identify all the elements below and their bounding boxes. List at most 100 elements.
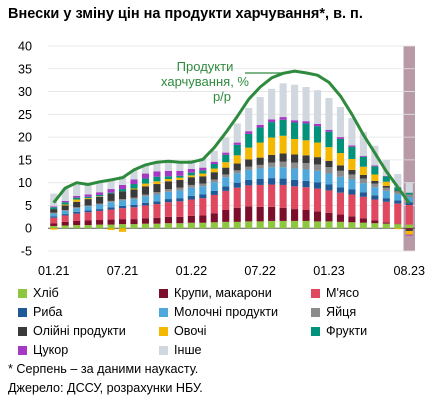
bar-segment (141, 186, 150, 195)
x-tick-label: 01.22 (176, 264, 208, 278)
bar-segment (256, 127, 264, 143)
bar-segment (336, 170, 345, 177)
bar-segment (50, 209, 58, 213)
bar-segment (313, 182, 322, 189)
bar-segment (336, 187, 345, 193)
bar-segment (107, 224, 115, 229)
y-tick-label: 30 (18, 85, 32, 99)
legend-item: М'ясо (311, 286, 359, 300)
legend-label: М'ясо (326, 286, 360, 300)
bar-segment (199, 183, 207, 187)
bar-segment (107, 228, 115, 231)
bar-segment (382, 159, 390, 176)
legend-label: Олійні продукти (33, 324, 126, 338)
bar-segment (302, 169, 310, 181)
bar-segment (348, 179, 356, 190)
bar-segment (176, 161, 184, 171)
bar-segment (245, 166, 253, 170)
bar-segment (291, 154, 299, 163)
bar-segment (382, 222, 390, 224)
bar-segment (325, 184, 333, 191)
bar-segment (107, 200, 115, 203)
bar-segment (325, 173, 333, 185)
bar-segment (210, 161, 218, 164)
bar-segment (382, 175, 390, 177)
bar-segment (291, 138, 299, 155)
bar-segment (210, 222, 218, 229)
bar-segment (199, 176, 207, 184)
bar-segment (130, 179, 138, 185)
bar-segment (153, 194, 161, 202)
bar-segment (176, 179, 184, 188)
bar-segment (84, 225, 92, 229)
bar-segment (61, 204, 69, 206)
bar-segment (210, 168, 218, 173)
bar-segment (118, 175, 127, 185)
bar-segment (268, 220, 276, 229)
legend-swatch (159, 326, 168, 336)
bar-segment (394, 228, 402, 230)
bar-segment (84, 184, 92, 195)
bar-segment (176, 170, 184, 176)
bar-segment (153, 181, 161, 185)
bar-segment (256, 179, 264, 185)
bar-segment (313, 188, 322, 212)
bar-segment (348, 194, 356, 217)
bar-segment (176, 201, 184, 217)
bar-segment (130, 204, 138, 208)
bar-segment (210, 213, 218, 223)
legend-swatch (311, 288, 320, 298)
bar-segment (268, 167, 276, 179)
bar-segment (233, 173, 241, 183)
bar-segment (268, 88, 276, 120)
bar-segment (359, 155, 367, 157)
bar-segment (141, 194, 150, 197)
bar-segment (164, 216, 172, 224)
bar-segment (187, 177, 195, 185)
bar-segment (199, 173, 207, 177)
bar-segment (84, 198, 92, 200)
bar-segment (371, 220, 379, 224)
bar-segment (279, 119, 287, 136)
legend-item: Молочні продукти (159, 305, 278, 319)
bar-segment (279, 167, 287, 179)
bar-segment (268, 162, 276, 168)
bar-segment (73, 201, 81, 208)
legend-swatch (159, 345, 168, 355)
bar-segment (176, 187, 184, 191)
legend-swatch (18, 307, 27, 317)
x-tick-label: 07.22 (244, 264, 276, 278)
bar-segment (291, 220, 299, 229)
bar-segment (233, 123, 241, 143)
bar-segment (291, 162, 299, 169)
bar-segment (245, 107, 253, 132)
bar-segment (61, 225, 69, 229)
bar-segment (141, 223, 150, 229)
bar-segment (130, 199, 138, 205)
bar-segment (176, 190, 184, 199)
x-tick-label: 01.23 (313, 264, 345, 278)
bar-segment (187, 222, 195, 229)
y-tick-label: 5 (25, 199, 32, 213)
legend-item: Риба (18, 305, 62, 319)
bar-segment (96, 220, 104, 225)
bar-segment (233, 163, 241, 171)
bar-segment (302, 210, 310, 221)
bar-segment (291, 122, 299, 139)
bar-segment (348, 146, 356, 159)
y-tick-label: -5 (21, 245, 32, 259)
bar-segment (73, 199, 81, 202)
bar-segment (164, 189, 172, 192)
x-tick-label: 07.21 (107, 264, 139, 278)
bar-segment (141, 183, 150, 187)
bar-segment (405, 229, 413, 231)
bar-segment (245, 133, 253, 148)
legend-swatch (18, 326, 27, 336)
bar-segment (382, 190, 390, 199)
legend-swatch (18, 288, 27, 298)
bar-segment (359, 196, 367, 219)
bar-segment (325, 167, 333, 174)
bar-segment (302, 155, 310, 164)
bar-segment (371, 195, 379, 200)
legend-label: Молочні продукти (174, 305, 279, 319)
